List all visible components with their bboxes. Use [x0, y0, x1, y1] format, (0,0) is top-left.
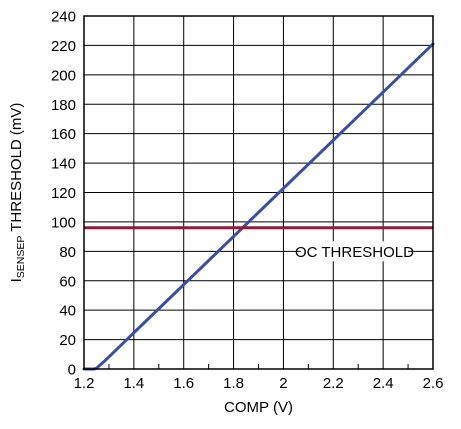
x-axis-label: COMP (V) [224, 399, 293, 416]
oc-threshold-label: OC THRESHOLD [295, 244, 414, 261]
y-tick-label: 180 [51, 97, 76, 114]
x-tick-label: 2.6 [423, 375, 444, 392]
threshold-layer: OC THRESHOLD [84, 226, 433, 262]
y-tick-label: 60 [59, 273, 76, 290]
tick-label-layer: 1.2 1.4 1.6 1.8 2 2.2 2.4 2.6 0 20 40 60 80 100 120 140… [51, 9, 443, 393]
y-tick-label: 160 [51, 126, 76, 143]
x-tick-label: 2 [279, 375, 287, 392]
x-tick-label: 1.6 [173, 375, 194, 392]
y-tick-label: 40 [59, 303, 76, 320]
y-tick-label: 200 [51, 67, 76, 84]
y-axis-label-rest: THRESHOLD (mV) [8, 103, 25, 236]
y-tick-label: 120 [51, 185, 76, 202]
x-tick-label: 1.8 [223, 375, 244, 392]
y-tick-label: 100 [51, 214, 76, 231]
x-tick-label: 1.4 [123, 375, 144, 392]
y-tick-label: 0 [68, 362, 76, 379]
y-axis-label-main: I [8, 278, 25, 282]
y-tick-label: 20 [59, 332, 76, 349]
x-tick-label: 2.4 [373, 375, 394, 392]
minor-tick-layer [108, 364, 409, 369]
grid-layer [83, 15, 434, 370]
y-axis-label: ISENSEP THRESHOLD (mV) [8, 103, 27, 283]
y-tick-label: 220 [51, 38, 76, 55]
x-tick-label: 2.2 [323, 375, 344, 392]
y-tick-label: 80 [59, 244, 76, 261]
plot-frame [83, 15, 434, 370]
y-tick-label: 140 [51, 156, 76, 173]
x-tick-label: 1.2 [74, 375, 95, 392]
series-layer [82, 42, 435, 371]
isensep-threshold-series-line [82, 42, 435, 371]
oc-threshold-label-background [300, 241, 409, 262]
y-tick-label: 240 [51, 9, 76, 26]
y-axis-label-subscript: SENSEP [15, 236, 27, 279]
